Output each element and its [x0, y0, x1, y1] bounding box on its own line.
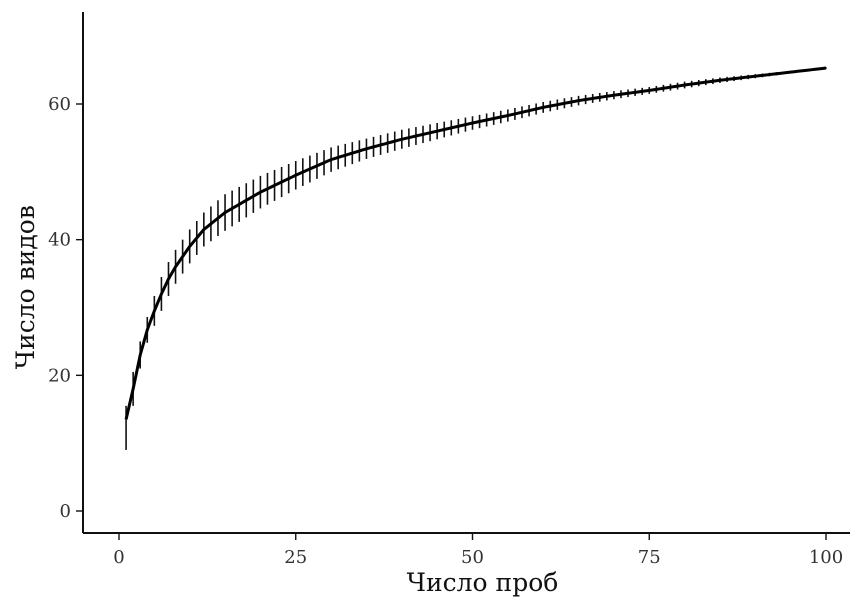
x-tick-label: 25 — [284, 547, 307, 568]
y-tick-label: 20 — [48, 365, 71, 386]
x-tick-label: 100 — [809, 547, 843, 568]
x-tick-label: 75 — [638, 547, 661, 568]
y-ticks: 0 20 40 60 — [48, 94, 83, 522]
y-axis-title: Число видов — [11, 205, 40, 369]
x-ticks: 0 25 50 75 100 — [113, 533, 843, 568]
y-tick-label: 0 — [60, 501, 71, 522]
y-tick-label: 60 — [48, 94, 71, 115]
series-line — [124, 66, 827, 420]
y-tick-label: 40 — [48, 230, 71, 251]
x-tick-label: 50 — [461, 547, 484, 568]
x-axis-title: Число проб — [407, 568, 559, 597]
error-bars — [125, 67, 827, 450]
x-tick-label: 0 — [113, 547, 124, 568]
